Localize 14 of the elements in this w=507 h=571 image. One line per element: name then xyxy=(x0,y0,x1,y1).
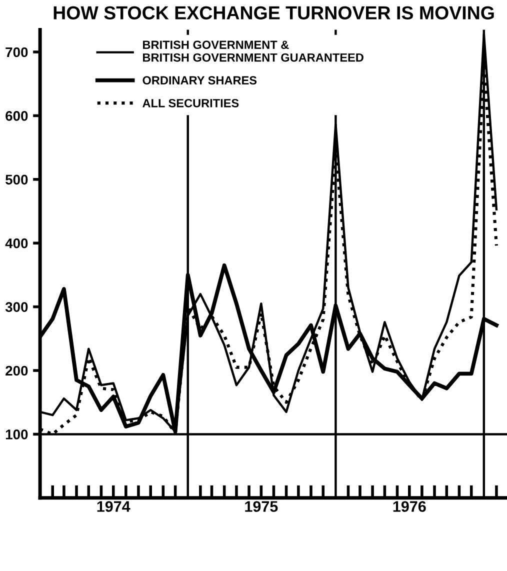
y-tick-label: 600 xyxy=(6,111,28,121)
y-tick-label: 100 xyxy=(6,430,28,440)
legend-label: ORDINARY SHARES xyxy=(142,76,257,85)
y-tick-label: 300 xyxy=(5,302,28,312)
y-tick-label: 200 xyxy=(6,366,28,376)
x-tick-label: 1975 xyxy=(245,501,278,512)
y-tick-label: 700 xyxy=(6,47,28,58)
x-tick-label: 1974 xyxy=(97,501,130,512)
legend-label: ALL SECURITIES xyxy=(142,98,239,108)
legend-label: BRITISH GOVERNMENT & BRITISH GOVERNMENT GUARANTEED xyxy=(143,40,364,62)
x-tick-label: 1976 xyxy=(393,501,426,512)
chart-title: HOW STOCK EXCHANGE TURNOVER IS MOVING xyxy=(54,6,494,20)
y-tick-label: 500 xyxy=(6,174,28,185)
y-tick-label: 400 xyxy=(5,238,28,248)
